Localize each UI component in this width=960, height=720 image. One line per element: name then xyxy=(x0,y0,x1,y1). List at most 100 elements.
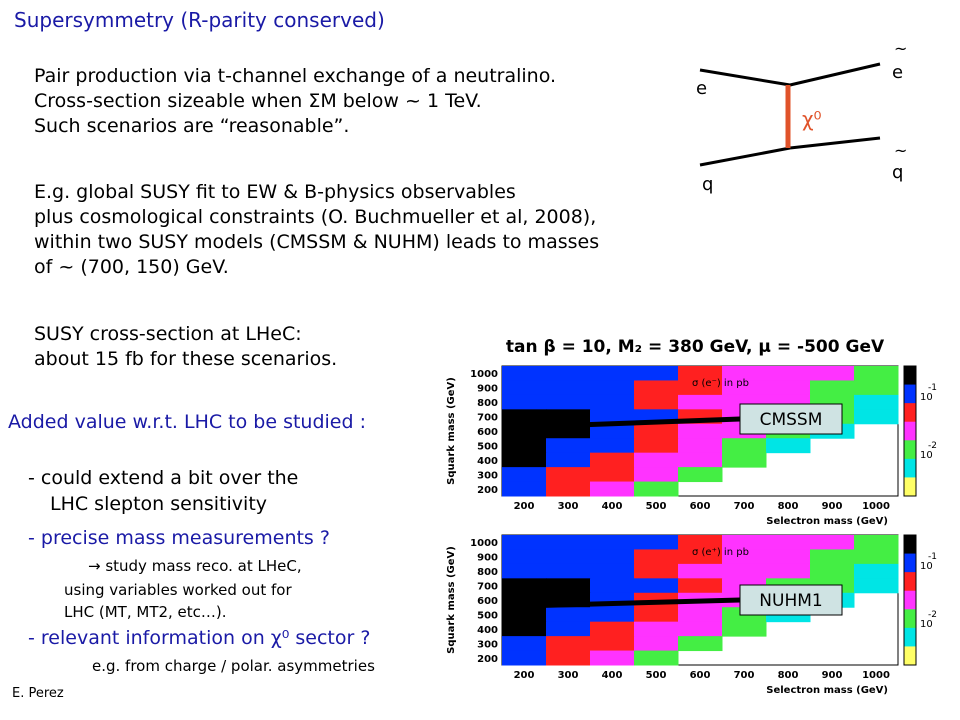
figure-header: tan β = 10, M₂ = 380 GeV, μ = -500 GeV xyxy=(506,337,885,357)
incoming-electron-line xyxy=(699,68,791,87)
cross-section-paragraph: SUSY cross-section at LHeC: about 15 fb … xyxy=(34,322,337,372)
scale-base: 10 xyxy=(920,392,933,403)
label-q-out: q xyxy=(892,162,903,183)
x-tick-label: 300 xyxy=(558,501,579,512)
y-tick-label: 300 xyxy=(477,639,498,650)
band-cell xyxy=(634,563,679,579)
pointer-arrow xyxy=(521,597,741,609)
label-q-in: q xyxy=(702,174,713,195)
band-cell xyxy=(590,438,635,454)
text-line: Cross-section sizeable when ΣM below ~ 1… xyxy=(34,90,482,112)
band-cell xyxy=(590,423,635,439)
band-cell xyxy=(502,578,547,594)
bullet-relevant: - relevant information on χ⁰ sector ? xyxy=(28,627,371,649)
band-cell xyxy=(678,380,723,396)
band-cell xyxy=(590,650,635,666)
scale-segment xyxy=(904,646,916,666)
scale-segment xyxy=(904,403,916,423)
band-cell xyxy=(678,607,723,623)
scale-exponent: -1 xyxy=(928,552,937,562)
x-axis-label: Selectron mass (GeV) xyxy=(766,516,888,527)
band-cell xyxy=(634,380,679,396)
band-cell xyxy=(678,578,723,594)
band-cell xyxy=(546,467,591,483)
scale-segment xyxy=(904,440,916,460)
band-cell xyxy=(502,438,547,454)
band-cell xyxy=(634,366,679,381)
label-neutralino: χ⁰ xyxy=(802,107,822,131)
band-cell xyxy=(722,621,767,637)
feynman-diagram: e q ~ e ~ q χ⁰ xyxy=(696,40,907,195)
y-tick-label: 1000 xyxy=(470,369,498,380)
slide-title: Supersymmetry (R-parity conserved) xyxy=(14,8,385,32)
band-cell xyxy=(766,366,811,381)
band-cell xyxy=(590,563,635,579)
x-tick-label: 600 xyxy=(690,670,711,681)
panel-legend: σ (e⁻) in pb xyxy=(692,378,749,389)
band-cell xyxy=(546,563,591,579)
sub-bullet-eg: e.g. from charge / polar. asymmetries xyxy=(92,657,375,675)
band-cell xyxy=(722,549,767,565)
band-cell xyxy=(502,549,547,565)
band-cell xyxy=(590,366,635,381)
tilde-e: ~ xyxy=(894,40,907,58)
band-cell xyxy=(810,535,855,550)
bullet-mass: - precise mass measurements ? xyxy=(28,527,330,549)
y-tick-label: 400 xyxy=(477,625,498,636)
scale-exponent: -2 xyxy=(928,610,937,620)
scale-segment xyxy=(904,590,916,610)
band-cell xyxy=(590,452,635,468)
band-cell xyxy=(678,366,723,381)
cross-section-figure: tan β = 10, M₂ = 380 GeV, μ = -500 GeV S… xyxy=(446,337,937,696)
band-cell xyxy=(502,467,547,483)
band-cell xyxy=(854,563,899,579)
band-cell xyxy=(502,481,547,497)
text-line: within two SUSY models (CMSSM & NUHM) le… xyxy=(34,231,600,253)
band-cell xyxy=(766,438,811,454)
x-tick-label: 800 xyxy=(778,670,799,681)
model-label: NUHM1 xyxy=(759,591,822,611)
x-tick-label: 200 xyxy=(514,501,535,512)
y-tick-label: 700 xyxy=(477,413,498,424)
added-value-heading: Added value w.r.t. LHC to be studied : xyxy=(8,411,366,433)
band-cell xyxy=(634,467,679,483)
sub-bullet: → study mass reco. at LHeC, xyxy=(88,557,302,575)
x-tick-label: 400 xyxy=(602,670,623,681)
band-cell xyxy=(722,380,767,396)
band-cell xyxy=(546,578,591,594)
band-cell xyxy=(722,438,767,454)
scale-segment xyxy=(904,366,916,386)
x-tick-label: 400 xyxy=(602,501,623,512)
scale-base: 10 xyxy=(920,619,933,630)
label-e-in: e xyxy=(696,78,707,99)
band-cell xyxy=(766,563,811,579)
band-cell xyxy=(678,438,723,454)
model-box xyxy=(739,403,843,435)
band-cell xyxy=(502,366,547,381)
band-cell xyxy=(502,621,547,637)
text-line: about 15 fb for these scenarios. xyxy=(34,348,338,370)
band-cell xyxy=(678,394,723,410)
band-cell xyxy=(546,394,591,410)
band-cell xyxy=(590,467,635,483)
y-tick-label: 1000 xyxy=(470,538,498,549)
band-cell xyxy=(634,438,679,454)
text-line: SUSY cross-section at LHeC: xyxy=(34,323,302,345)
band-cell xyxy=(634,535,679,550)
intro-paragraph: Pair production via t-channel exchange o… xyxy=(34,64,556,139)
outgoing-selectron-line xyxy=(789,62,881,87)
x-axis-label: Selectron mass (GeV) xyxy=(766,685,888,696)
band-cell xyxy=(546,621,591,637)
band-cell xyxy=(634,394,679,410)
band-cell xyxy=(546,380,591,396)
panels-group: Squark mass (GeV) 1000 900 800 700 600 500 400 3… xyxy=(446,365,937,696)
band-cell xyxy=(502,535,547,550)
band-cell xyxy=(546,409,591,425)
bullet-extend: - could extend a bit over the xyxy=(28,467,299,489)
band-cell xyxy=(502,636,547,652)
band-cell xyxy=(854,578,899,594)
band-cell xyxy=(502,380,547,396)
y-axis-label: Squark mass (GeV) xyxy=(446,377,457,485)
outgoing-squark-line xyxy=(789,136,881,150)
x-tick-label: 300 xyxy=(558,670,579,681)
